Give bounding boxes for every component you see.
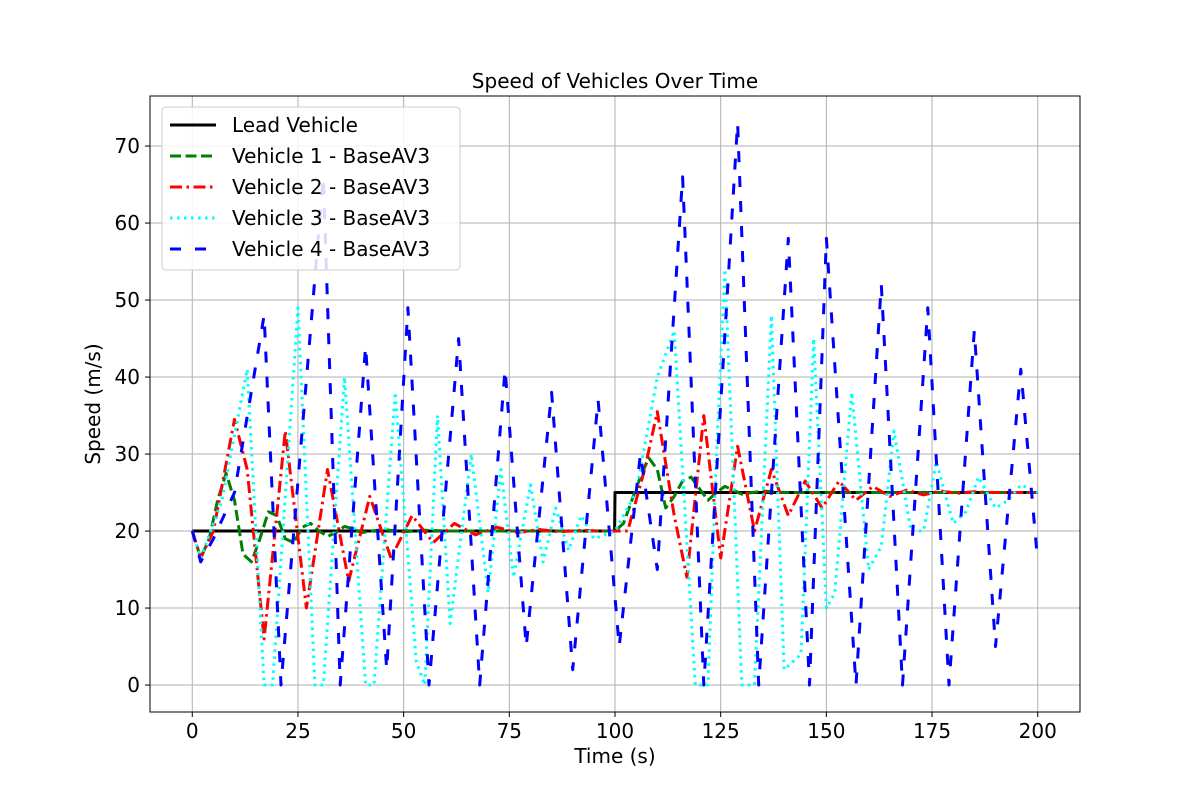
x-tick-label: 125 xyxy=(702,719,740,743)
x-tick-label: 100 xyxy=(596,719,634,743)
x-tick-label: 50 xyxy=(391,719,416,743)
chart-title: Speed of Vehicles Over Time xyxy=(472,69,758,93)
y-tick-label: 70 xyxy=(115,134,140,158)
legend-frame xyxy=(161,106,461,271)
legend-label: Vehicle 2 - BaseAV3 xyxy=(232,175,430,199)
legend-label: Vehicle 3 - BaseAV3 xyxy=(232,206,430,230)
y-tick-label: 20 xyxy=(115,519,140,543)
y-tick-label: 60 xyxy=(115,211,140,235)
y-tick-label: 40 xyxy=(115,365,140,389)
x-tick-label: 0 xyxy=(186,719,199,743)
x-tick-label: 175 xyxy=(913,719,951,743)
y-tick-label: 10 xyxy=(115,596,140,620)
x-axis-label: Time (s) xyxy=(573,744,655,768)
legend-label: Lead Vehicle xyxy=(232,113,358,137)
series-line-4 xyxy=(190,267,1039,687)
series-line-3 xyxy=(190,410,1038,641)
series-line-2 xyxy=(190,456,1038,564)
x-tick-label: 75 xyxy=(497,719,522,743)
x-axis-ticks: 0 25 50 75 100 125 150 175 200 xyxy=(186,712,1057,743)
y-tick-label: 50 xyxy=(115,288,140,312)
legend: Lead Vehicle Vehicle 1 - BaseAV3 Vehicle 2… xyxy=(161,106,461,271)
y-axis-label: Speed (m/s) xyxy=(81,343,105,464)
y-axis-ticks: 0 10 20 30 40 50 60 70 xyxy=(115,134,150,697)
y-tick-label: 0 xyxy=(127,673,140,697)
legend-label: Vehicle 1 - BaseAV3 xyxy=(232,144,430,168)
x-tick-label: 25 xyxy=(285,719,310,743)
legend-label: Vehicle 4 - BaseAV3 xyxy=(232,237,430,261)
y-tick-label: 30 xyxy=(115,442,140,466)
x-tick-label: 200 xyxy=(1019,719,1057,743)
x-tick-label: 150 xyxy=(807,719,845,743)
